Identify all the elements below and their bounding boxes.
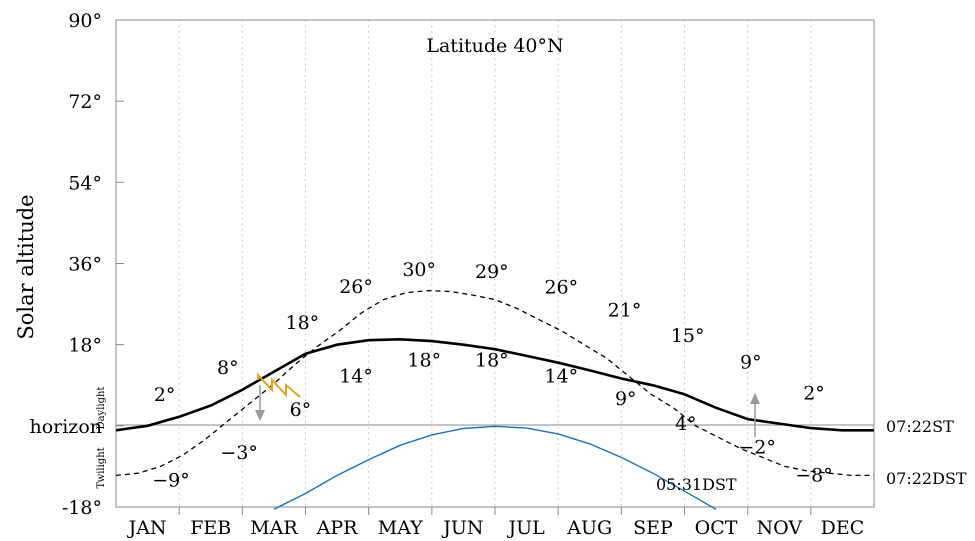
y-tick-label: 54° — [68, 172, 102, 194]
month-label: JUN — [441, 517, 483, 539]
march-arrow-head — [255, 410, 265, 421]
y-tick-label: 72° — [68, 91, 102, 113]
month-label: MAY — [378, 517, 423, 539]
month-label: JUL — [506, 517, 545, 539]
month-gridlines — [178, 20, 812, 515]
value-label: −2° — [738, 436, 776, 458]
month-label: APR — [316, 517, 359, 539]
value-label: 30° — [402, 259, 436, 281]
value-label: 6° — [290, 399, 312, 421]
value-label: 2° — [803, 383, 825, 405]
end-labels: 07:22ST 07:22DST 05:31DST — [656, 417, 967, 494]
value-labels: 2° 8° 18° 6° −3° −9° 26° 30° 29° 26° 21° 15° 9° 2° −2°… — [152, 259, 833, 492]
value-label: 15° — [671, 325, 705, 347]
value-label: 4° — [675, 413, 697, 435]
month-label: OCT — [695, 517, 738, 539]
y-tick-label: 36° — [68, 254, 102, 276]
value-label: 14° — [544, 366, 578, 388]
month-label: AUG — [566, 517, 612, 539]
y-tick-label: -18° — [62, 497, 102, 519]
month-label: SEP — [633, 517, 673, 539]
dst-curve — [115, 289, 874, 477]
month-label: MAR — [250, 517, 298, 539]
month-label: FEB — [190, 517, 231, 539]
value-label: 26° — [544, 276, 578, 298]
value-label: 18° — [475, 349, 509, 371]
st-curve-summer — [305, 337, 685, 396]
month-label: DEC — [821, 517, 865, 539]
value-label: 26° — [339, 276, 373, 298]
value-label: 18° — [407, 349, 441, 371]
st-curve-winter — [115, 352, 307, 432]
daylight-label: Daylight — [96, 387, 107, 430]
value-label: 9° — [615, 388, 637, 410]
value-label: 29° — [475, 261, 509, 283]
value-label: 9° — [740, 352, 762, 374]
series-end-label: 07:22ST — [886, 417, 954, 436]
value-label: 2° — [154, 384, 176, 406]
month-label: NOV — [756, 517, 802, 539]
series-end-label: 07:22DST — [886, 469, 967, 488]
y-tick-label: 18° — [68, 335, 102, 357]
value-label: −9° — [152, 470, 190, 492]
value-label: −3° — [220, 442, 258, 464]
y-ticks: 90° 72° 54° 36° 18° horizon -18° — [29, 10, 124, 519]
month-labels: JAN FEB MAR APR MAY JUN JUL AUG SEP OCT NOV DEC — [127, 517, 865, 539]
y-axis-label: Solar altitude — [14, 194, 38, 339]
dst-morning-curve — [273, 425, 717, 510]
value-label: 21° — [608, 299, 642, 321]
y-tick-label: horizon — [29, 416, 102, 438]
value-label: −8° — [795, 464, 833, 486]
twilight-label: Twilight — [96, 447, 107, 488]
series-lines — [115, 289, 874, 510]
series-end-label: 05:31DST — [656, 475, 737, 494]
st-curve-autumn — [683, 393, 874, 432]
value-label: 14° — [339, 366, 373, 388]
value-label: 18° — [285, 312, 319, 334]
month-label: JAN — [127, 517, 167, 539]
november-arrow-head — [750, 393, 760, 404]
value-label: 8° — [217, 357, 239, 379]
dst-change-zigzag — [257, 372, 301, 398]
y-tick-label: 90° — [68, 10, 102, 32]
chart-title: Latitude 40°N — [426, 35, 563, 57]
